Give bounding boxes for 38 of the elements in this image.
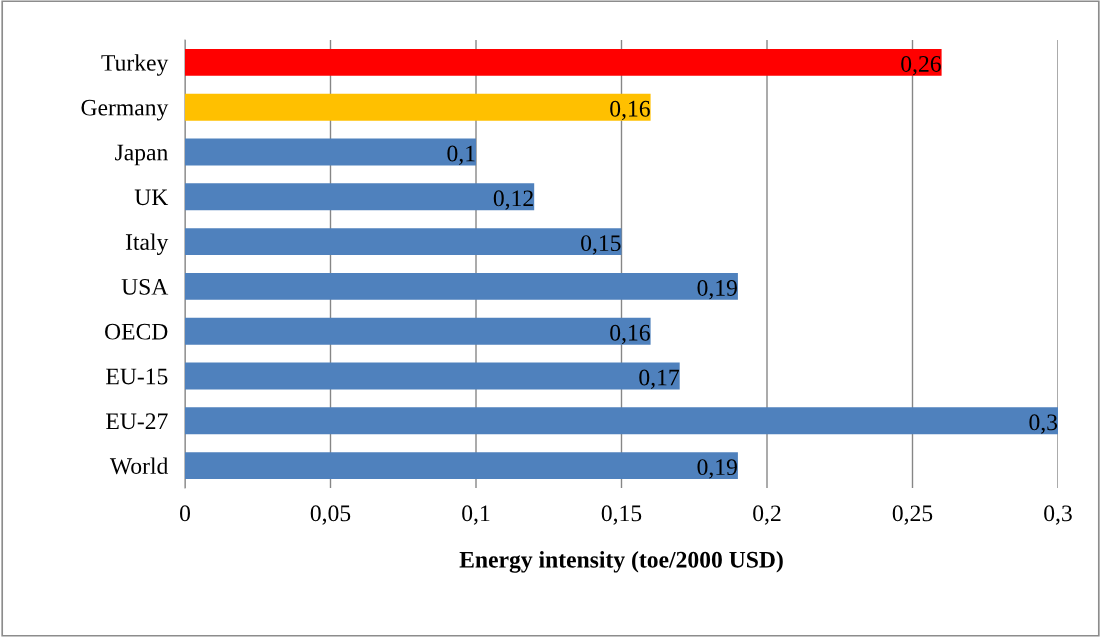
bar	[185, 272, 738, 300]
data-label: 0,16	[610, 100, 650, 121]
data-label: 0,12	[493, 190, 533, 210]
x-tick-label: 0,1	[462, 505, 490, 525]
x-axis-title: Energy intensity (toe/2000 USD)	[459, 551, 783, 573]
y-tick-label: Japan	[115, 144, 168, 166]
bar	[185, 362, 680, 390]
bar	[185, 228, 622, 256]
bar	[185, 93, 651, 121]
data-label: 0,19	[697, 279, 737, 300]
y-tick-label: OECD	[105, 323, 168, 340]
x-tick-label: 0,3	[1044, 505, 1072, 525]
data-label: 0,3	[1029, 414, 1058, 434]
y-tick-label: Turkey	[101, 54, 169, 76]
data-label: 0,17	[639, 369, 680, 389]
x-tick-label: 0,2	[753, 505, 781, 525]
data-label: 0,26	[901, 55, 941, 76]
y-tick-label: World	[109, 457, 169, 475]
x-tick-label: 0,15	[601, 505, 642, 525]
y-tick-label: Italy	[125, 233, 169, 255]
bar	[185, 407, 1058, 435]
y-tick-label: Germany	[81, 99, 169, 121]
bar	[185, 183, 535, 211]
data-label: 0,19	[697, 459, 737, 479]
data-label: 0,1	[447, 145, 475, 165]
data-label: 0,15	[581, 235, 621, 255]
bar	[185, 48, 942, 76]
bar	[185, 317, 651, 345]
x-tick-label: 0	[180, 505, 190, 522]
data-label: 0,16	[610, 324, 650, 345]
y-tick-label: EU-15	[106, 368, 168, 385]
y-tick-label: UK	[134, 189, 169, 206]
x-tick-label: 0,05	[310, 505, 351, 525]
y-tick-label: EU-27	[106, 413, 168, 430]
y-tick-label: USA	[121, 278, 169, 295]
bar	[185, 452, 738, 480]
x-tick-label: 0,25	[892, 505, 933, 525]
bar	[185, 138, 476, 166]
